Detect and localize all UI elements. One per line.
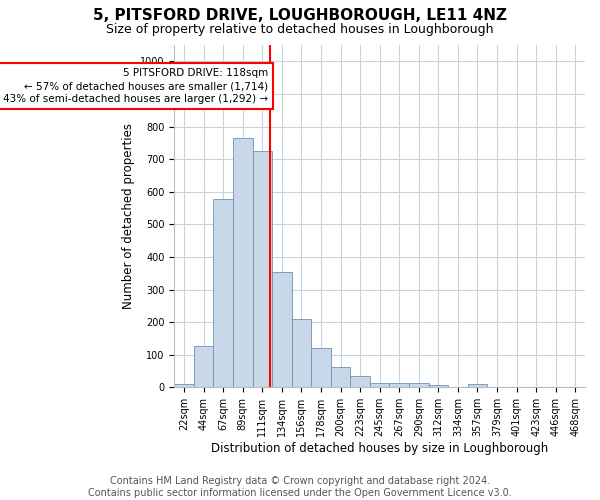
X-axis label: Distribution of detached houses by size in Loughborough: Distribution of detached houses by size … xyxy=(211,442,548,455)
Bar xyxy=(467,384,487,388)
Bar xyxy=(409,383,428,388)
Bar xyxy=(428,384,448,388)
Bar xyxy=(194,346,214,388)
Text: 5, PITSFORD DRIVE, LOUGHBOROUGH, LE11 4NZ: 5, PITSFORD DRIVE, LOUGHBOROUGH, LE11 4N… xyxy=(93,8,507,22)
Bar xyxy=(370,383,389,388)
Bar xyxy=(233,138,253,388)
Text: 5 PITSFORD DRIVE: 118sqm
← 57% of detached houses are smaller (1,714)
43% of sem: 5 PITSFORD DRIVE: 118sqm ← 57% of detach… xyxy=(2,68,268,104)
Bar xyxy=(214,199,233,388)
Bar xyxy=(350,376,370,388)
Bar xyxy=(292,319,311,388)
Bar xyxy=(253,151,272,388)
Bar xyxy=(311,348,331,388)
Text: Size of property relative to detached houses in Loughborough: Size of property relative to detached ho… xyxy=(106,22,494,36)
Bar xyxy=(389,383,409,388)
Y-axis label: Number of detached properties: Number of detached properties xyxy=(122,123,134,309)
Bar xyxy=(272,272,292,388)
Bar xyxy=(174,384,194,388)
Bar xyxy=(331,367,350,388)
Text: Contains HM Land Registry data © Crown copyright and database right 2024.
Contai: Contains HM Land Registry data © Crown c… xyxy=(88,476,512,498)
